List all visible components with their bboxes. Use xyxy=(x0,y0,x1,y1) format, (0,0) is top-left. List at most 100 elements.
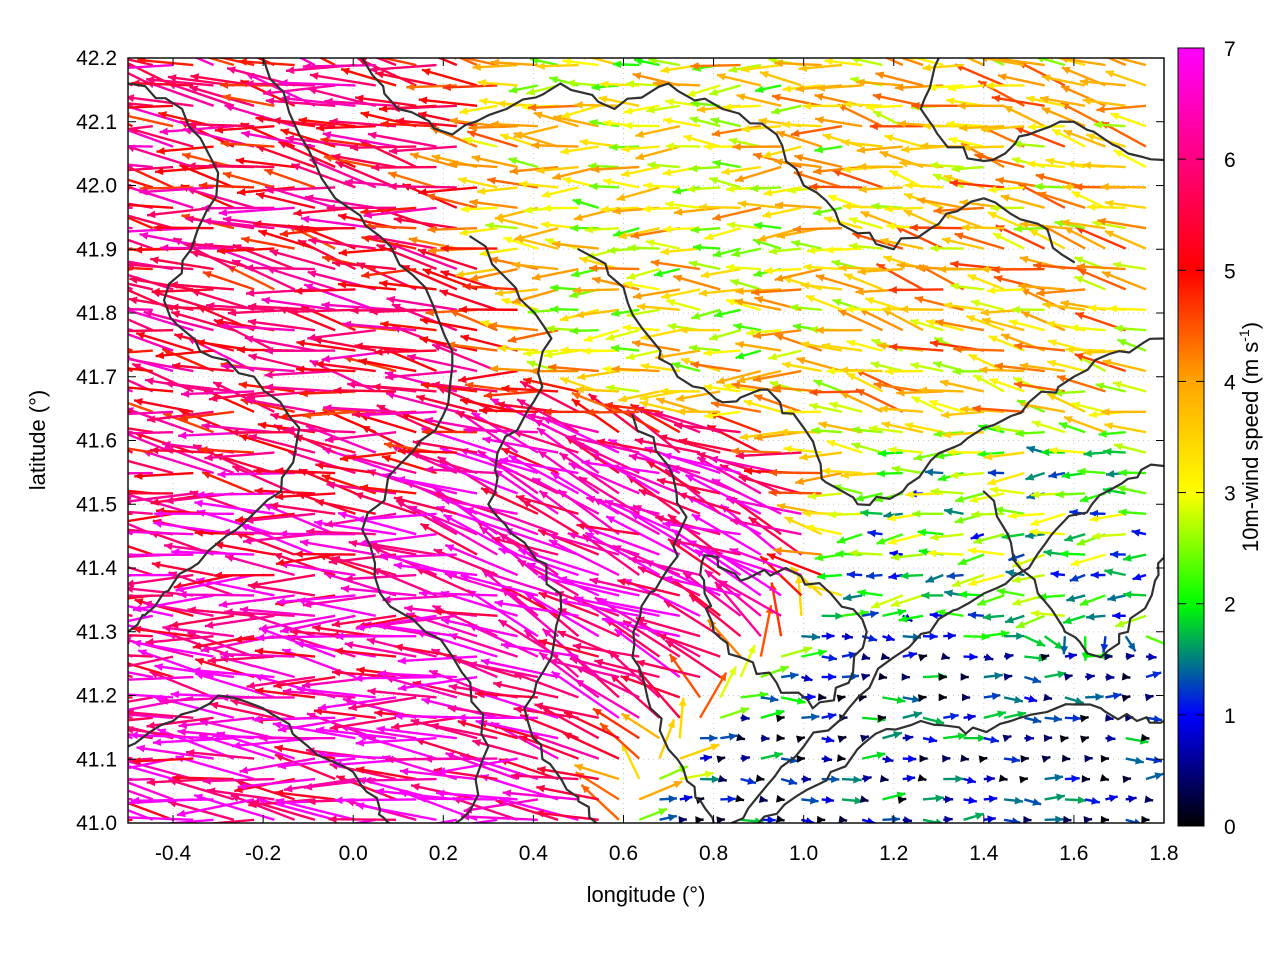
wind-vector-shaft xyxy=(324,431,397,442)
wind-vector xyxy=(870,361,904,373)
wind-vector-shaft xyxy=(128,226,133,230)
wind-vector xyxy=(536,766,599,781)
wind-vector xyxy=(1113,442,1147,454)
wind-vector-shaft xyxy=(384,676,458,699)
wind-vector xyxy=(480,658,559,679)
wind-vector-head xyxy=(338,511,347,519)
wind-vector-shaft xyxy=(408,237,458,250)
wind-vector xyxy=(571,398,620,434)
wind-vector-head xyxy=(1104,652,1113,661)
wind-vector-head xyxy=(1019,220,1029,229)
wind-vector-head xyxy=(958,590,968,599)
wind-vector xyxy=(155,349,214,360)
wind-vector-shaft xyxy=(594,659,660,679)
wind-vector-head xyxy=(501,384,510,393)
wind-vector-shaft xyxy=(128,238,154,250)
wind-vector-head xyxy=(844,273,854,281)
wind-vector-head xyxy=(206,301,215,310)
wind-vector-head xyxy=(543,350,553,359)
wind-vector-head xyxy=(76,660,85,668)
wind-vector xyxy=(440,244,498,253)
wind-vector-head xyxy=(1144,795,1154,804)
wind-vector-head xyxy=(744,467,753,475)
wind-vector-shaft xyxy=(241,237,295,250)
wind-vector-head xyxy=(1112,611,1121,620)
wind-vector-head xyxy=(582,347,591,356)
wind-vector-shaft xyxy=(208,390,275,401)
wind-vector xyxy=(128,713,174,720)
wind-vector-shaft xyxy=(592,707,640,740)
wind-vector-head xyxy=(544,237,554,246)
wind-vector-head xyxy=(706,549,716,557)
wind-vector-head xyxy=(967,713,976,722)
wind-vector-shaft xyxy=(412,440,478,454)
wind-vector xyxy=(618,390,660,403)
wind-vector-head xyxy=(324,520,334,528)
wind-vector-head xyxy=(110,209,119,217)
wind-vector xyxy=(313,707,376,720)
wind-vector-head xyxy=(826,632,835,641)
wind-vector xyxy=(258,229,316,250)
wind-vector-head xyxy=(974,812,984,820)
wind-vector-head xyxy=(954,232,964,240)
wind-vector-head xyxy=(1011,817,1021,823)
wind-vector-head xyxy=(128,585,134,593)
wind-vector-head xyxy=(404,604,413,613)
wind-vector-head xyxy=(949,712,959,721)
wind-vector-shaft xyxy=(1036,288,1086,295)
wind-vector-shaft xyxy=(431,382,498,393)
wind-vector-head xyxy=(368,541,378,549)
wind-vector-head xyxy=(1063,616,1073,625)
wind-vector-shaft xyxy=(393,563,478,577)
wind-vector xyxy=(502,789,579,801)
wind-vector-head xyxy=(735,351,745,360)
wind-vector-head xyxy=(776,734,785,742)
wind-vector-shaft xyxy=(329,716,397,730)
wind-vector-head xyxy=(222,215,232,224)
wind-vector-head xyxy=(764,266,773,275)
wind-vector xyxy=(1003,796,1024,805)
wind-vector-shaft xyxy=(201,471,255,495)
wind-vector xyxy=(503,236,539,250)
wind-vector-head xyxy=(1043,734,1053,743)
wind-vector-head xyxy=(990,204,999,212)
wind-vector-head xyxy=(585,532,595,541)
wind-vector xyxy=(1044,793,1066,802)
wind-vector-head xyxy=(818,421,828,429)
wind-vector-head xyxy=(441,497,451,505)
wind-vector xyxy=(368,541,437,556)
wind-vector-head xyxy=(926,319,935,327)
wind-vector-shaft xyxy=(194,501,275,516)
wind-vector xyxy=(768,468,822,477)
wind-vector-head xyxy=(618,394,628,403)
wind-vector-head xyxy=(809,182,818,191)
wind-vector-head xyxy=(154,509,163,518)
wind-vector-shaft xyxy=(235,158,295,169)
wind-vector xyxy=(801,775,812,783)
wind-vector-head xyxy=(557,630,567,638)
wind-vector-shaft xyxy=(342,322,417,332)
wind-vector xyxy=(836,694,846,703)
wind-vector xyxy=(1087,203,1126,211)
wind-vector-head xyxy=(579,256,589,264)
wind-vector-head xyxy=(471,412,481,421)
wind-vector xyxy=(1024,734,1034,743)
wind-vector-head xyxy=(462,282,471,291)
wind-vector-head xyxy=(1105,470,1115,478)
wind-vector-shaft xyxy=(417,248,478,271)
wind-vector xyxy=(659,794,678,803)
wind-vector-head xyxy=(795,575,803,584)
wind-vector-head xyxy=(1014,695,1023,704)
wind-vector xyxy=(476,186,518,195)
wind-vector xyxy=(758,795,768,804)
wind-vector-shaft xyxy=(751,288,802,294)
wind-vector xyxy=(128,273,174,291)
wind-vector-head xyxy=(301,680,311,689)
wind-vector-head xyxy=(968,796,977,805)
wind-vector-head xyxy=(886,222,895,231)
wind-vector-head xyxy=(258,623,268,632)
wind-vector xyxy=(837,308,883,332)
wind-vector xyxy=(128,708,194,720)
wind-vector-shaft xyxy=(567,532,640,556)
wind-vector-head xyxy=(143,310,153,318)
